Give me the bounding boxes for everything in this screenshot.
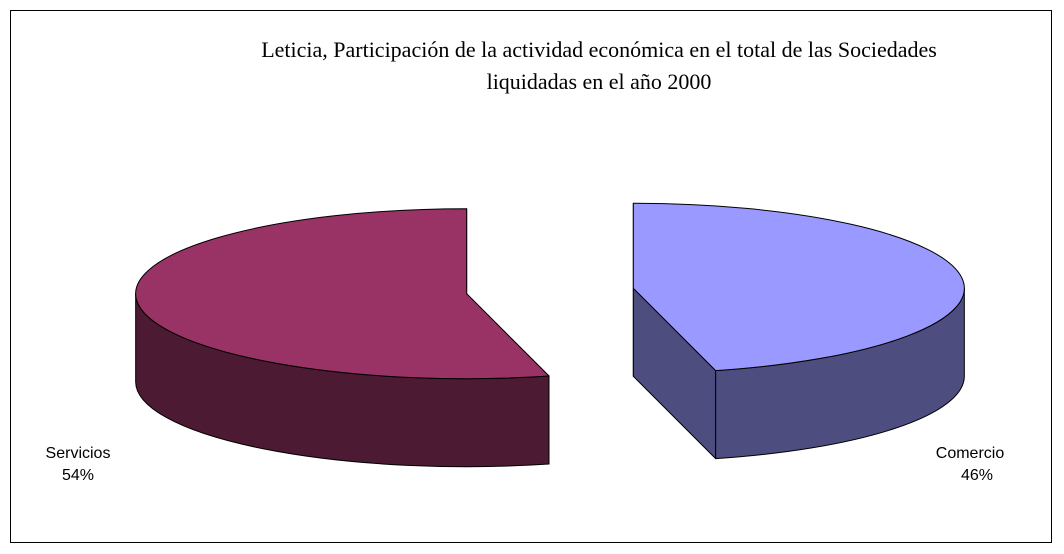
pie-slice — [632, 202, 965, 460]
pie-slice — [135, 208, 550, 468]
category-label: Servicios — [46, 445, 111, 462]
value-label: 54% — [62, 467, 94, 484]
chart-frame — [10, 10, 1052, 543]
chart-title: Leticia, Participación de la actividad e… — [261, 37, 937, 94]
value-label: 46% — [961, 467, 993, 484]
slice-top — [135, 208, 550, 380]
category-label: Comercio — [936, 445, 1005, 462]
slice-top — [632, 202, 965, 372]
